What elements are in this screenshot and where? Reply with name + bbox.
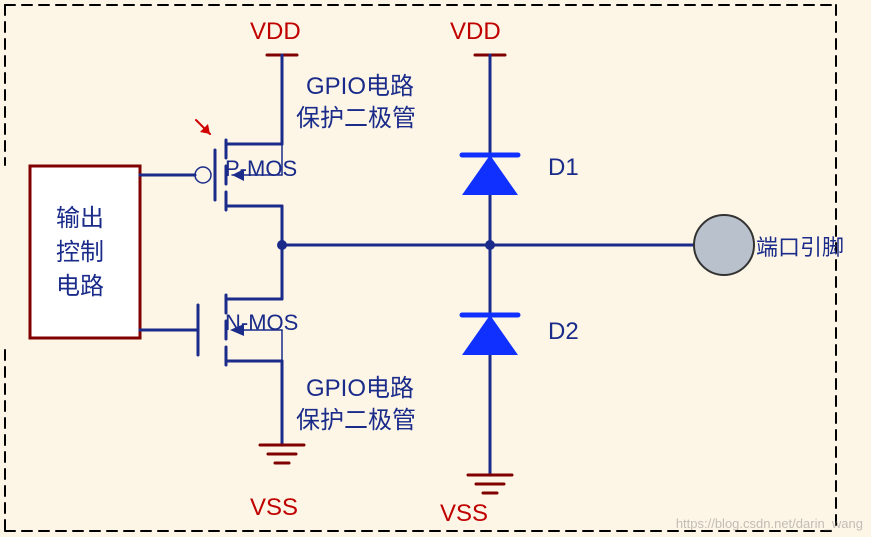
schematic-svg — [0, 0, 871, 537]
watermark: https://blog.csdn.net/darin_wang — [676, 516, 863, 531]
circuit-diagram: VDD VDD VSS VSS P-MOS N-MOS GPIO电路 保护二极管… — [0, 0, 871, 537]
